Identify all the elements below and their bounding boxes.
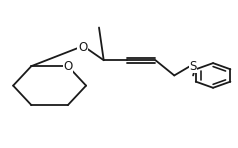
Text: S: S	[189, 59, 197, 73]
Text: O: O	[78, 41, 87, 54]
Text: O: O	[63, 60, 72, 73]
